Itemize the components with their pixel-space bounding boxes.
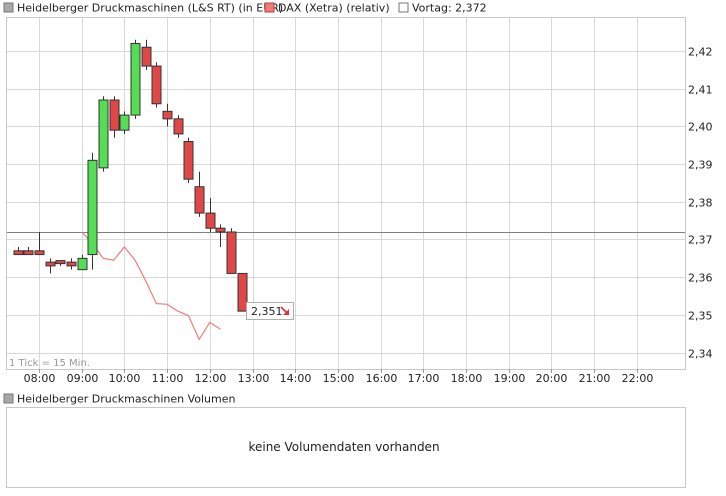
dax-series-legend-label: DAX (Xetra) (relativ) xyxy=(278,2,390,15)
candle xyxy=(13,247,24,256)
candle xyxy=(23,247,34,256)
candle-body xyxy=(66,261,77,267)
candle xyxy=(77,254,88,271)
x-tick-label: 12:00 xyxy=(195,372,227,385)
candle xyxy=(162,103,173,127)
candle-body xyxy=(162,110,173,120)
candle-body xyxy=(183,140,194,180)
candle xyxy=(55,260,66,266)
y-tick-label: 2,38 xyxy=(688,197,713,210)
dax-series-swatch xyxy=(264,2,275,13)
no-volume-message: keine Volumendaten vorhanden xyxy=(248,440,439,454)
candle-body xyxy=(237,272,248,312)
last-price-callout: 2,351 xyxy=(246,302,294,320)
volume-legend-label: Heidelberger Druckmaschinen Volumen xyxy=(17,393,236,406)
x-tick-label: 14:00 xyxy=(280,372,312,385)
candle-body xyxy=(173,118,184,135)
candle xyxy=(109,96,120,138)
x-tick-label: 13:00 xyxy=(238,372,270,385)
candle-body xyxy=(130,42,141,116)
candle-body xyxy=(98,99,109,169)
candle xyxy=(151,62,162,108)
dax-series-line xyxy=(81,231,221,341)
candle-body xyxy=(13,250,24,256)
volume-legend-swatch xyxy=(3,393,14,404)
x-tick-label: 22:00 xyxy=(622,372,654,385)
grid-layer xyxy=(7,18,685,369)
x-tick-label: 18:00 xyxy=(451,372,483,385)
x-tick-label: 16:00 xyxy=(366,372,398,385)
candle-body xyxy=(215,227,226,233)
candle-body xyxy=(141,46,152,67)
x-axis: 08:00 09:00 10:00 11:00 12:00 13:00 14:00 15:00… xyxy=(24,369,654,385)
y-tick-label: 2,36 xyxy=(688,272,713,285)
prev-close-legend-label: Vortag: 2,372 xyxy=(412,2,487,15)
candle-body xyxy=(151,65,162,105)
x-tick-label: 20:00 xyxy=(536,372,568,385)
candle xyxy=(130,39,141,119)
main-series-legend-label: Heidelberger Druckmaschinen (L&S RT) (in… xyxy=(17,2,283,15)
candle xyxy=(183,137,194,183)
last-price-label: 2,351 xyxy=(251,305,283,318)
x-tick-label: 09:00 xyxy=(67,372,99,385)
price-plot: 2,42 2,41 2,40 2,39 2,38 2,37 2,36 2,35 2,34 08:… xyxy=(6,17,713,385)
plot-frame xyxy=(6,17,686,370)
down-arrow-icon xyxy=(280,306,289,315)
candle xyxy=(205,198,216,232)
volume-frame xyxy=(6,407,686,488)
main-legend: Heidelberger Druckmaschinen (L&S RT) (in… xyxy=(3,2,487,15)
candle xyxy=(119,111,130,134)
candle-body xyxy=(226,231,237,274)
prev-close-swatch xyxy=(398,2,409,13)
candle-body xyxy=(77,257,88,271)
candle-layer xyxy=(13,39,248,312)
candle xyxy=(141,39,152,70)
main-series-swatch xyxy=(3,2,14,13)
x-tick-label: 10:00 xyxy=(109,372,141,385)
y-tick-label: 2,42 xyxy=(688,46,713,59)
y-tick-label: 2,41 xyxy=(688,84,713,97)
candle-body xyxy=(205,212,216,229)
y-tick-label: 2,35 xyxy=(688,310,713,323)
x-tick-label: 17:00 xyxy=(408,372,440,385)
y-tick-label: 2,37 xyxy=(688,234,713,247)
candle xyxy=(173,115,184,138)
candle-body xyxy=(55,260,66,265)
candle xyxy=(194,171,205,217)
candle-body xyxy=(23,250,34,256)
y-tick-label: 2,34 xyxy=(688,348,713,361)
y-tick-label: 2,40 xyxy=(688,121,713,134)
x-tick-label: 08:00 xyxy=(24,372,56,385)
candle xyxy=(34,231,45,256)
dax-line-layer xyxy=(81,231,221,341)
x-tick-label: 21:00 xyxy=(579,372,611,385)
candle-body xyxy=(109,99,120,131)
candle xyxy=(87,152,98,270)
candle-body xyxy=(194,186,205,214)
candle xyxy=(215,224,226,248)
candle-body xyxy=(119,114,130,131)
volume-panel: Heidelberger Druckmaschinen Volumen kein… xyxy=(3,393,686,488)
tick-interval-note: 1 Tick = 15 Min. xyxy=(9,358,90,369)
y-axis: 2,42 2,41 2,40 2,39 2,38 2,37 2,36 2,35 2,34 xyxy=(688,46,713,361)
x-tick-label: 11:00 xyxy=(152,372,184,385)
candle-body xyxy=(87,159,98,256)
candle xyxy=(45,258,56,274)
candle xyxy=(237,272,248,312)
candle-body xyxy=(45,261,56,267)
x-tick-label: 19:00 xyxy=(494,372,526,385)
candle-body xyxy=(34,250,45,256)
candle xyxy=(98,96,109,172)
y-tick-label: 2,39 xyxy=(688,159,713,172)
candle xyxy=(226,228,237,274)
x-tick-label: 15:00 xyxy=(323,372,355,385)
candle xyxy=(66,258,77,270)
